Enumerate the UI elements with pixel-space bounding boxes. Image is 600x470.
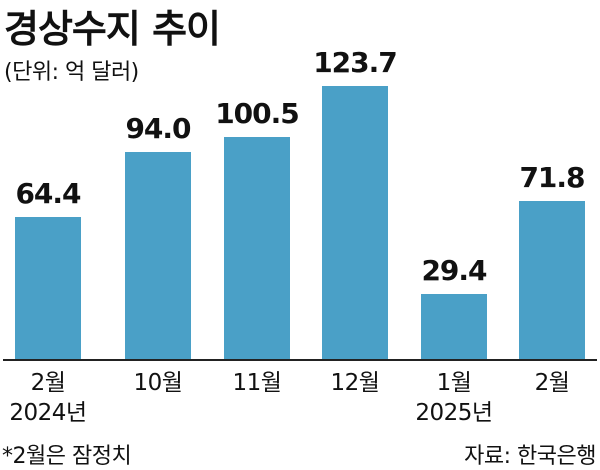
bar bbox=[224, 137, 290, 359]
bar-value-label: 94.0 bbox=[125, 111, 191, 145]
footnote: *2월은 잠정치 bbox=[2, 444, 132, 469]
bar bbox=[322, 86, 388, 359]
bar-value-label: 71.8 bbox=[519, 160, 585, 194]
x-tick-label: 10월 bbox=[133, 370, 183, 396]
x-tick-label: 2월 bbox=[534, 370, 570, 396]
x-tick-label: 1월 2025년 bbox=[415, 370, 493, 426]
bar bbox=[125, 151, 191, 359]
bar bbox=[421, 294, 487, 359]
x-tick-label: 12월 bbox=[330, 370, 380, 396]
x-tick-label: 2월 2024년 bbox=[9, 370, 87, 426]
source-credit: 자료: 한국은행 bbox=[464, 444, 596, 469]
x-axis-baseline bbox=[3, 359, 597, 361]
bar-value-label: 29.4 bbox=[421, 254, 487, 288]
bar-value-label: 123.7 bbox=[313, 46, 398, 79]
chart-title: 경상수지 추이 bbox=[4, 7, 221, 51]
bar-value-label: 64.4 bbox=[15, 176, 81, 210]
x-tick-label: 11월 bbox=[232, 370, 282, 396]
chart-unit: (단위: 억 달러) bbox=[4, 60, 139, 85]
bar bbox=[15, 216, 81, 359]
bar bbox=[519, 200, 585, 359]
bar-value-label: 100.5 bbox=[215, 97, 300, 131]
